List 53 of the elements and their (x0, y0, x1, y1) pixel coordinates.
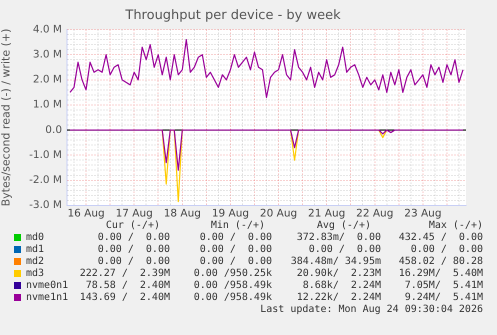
text: 0.00 / 0.00 (308, 244, 381, 255)
text: Last update: Mon Aug 24 09:30:04 2026 (260, 304, 483, 315)
legend-label: nvme1n1 (26, 292, 68, 303)
y-tick-label: -2.0 M (29, 174, 62, 186)
text: 9.24M/ 5.41M (404, 292, 483, 303)
text: Max (-/+) (428, 220, 483, 231)
text: Min (-/+) (210, 220, 265, 231)
y-axis-title: Bytes/second read (-) / write (+) (0, 28, 12, 206)
x-tick-label: 16 Aug (67, 207, 105, 220)
y-tick-label: 2.0 M (32, 74, 62, 86)
text: 0.00 / 0.00 (200, 232, 272, 243)
y-tick-label: -1.0 M (29, 148, 62, 161)
chart-title: Throughput per device - by week (124, 8, 342, 24)
text: 8.68k/ 2.24M (302, 280, 381, 291)
text: 372.83m/ 0.00 (296, 232, 381, 243)
legend-label: md1 (26, 244, 44, 255)
y-tick-label: 3.0 M (32, 48, 62, 60)
x-tick-label: 18 Aug (164, 207, 201, 220)
text: 16.29M/ 5.40M (398, 268, 483, 279)
text: 222.27 / 2.39M (80, 268, 170, 279)
text: 0.00 / 0.00 (200, 244, 272, 255)
y-tick-label: 1.0 M (32, 98, 62, 111)
text: Avg (-/+) (316, 220, 371, 231)
legend-label: md3 (26, 268, 44, 279)
text: 432.45 / 0.00 (398, 232, 483, 243)
text: 0.00 /958.49k (194, 292, 272, 303)
text: 0.00 /958.49k (194, 280, 272, 291)
text: 78.58 / 2.40M (86, 280, 170, 291)
legend-label: md2 (26, 256, 44, 267)
x-tick-label: 21 Aug (308, 207, 346, 220)
text: Cur (-/+) (106, 220, 160, 231)
text: 12.22k/ 2.24M (296, 292, 381, 303)
text: 143.69 / 2.40M (80, 292, 170, 303)
text: 20.90k/ 2.23M (296, 268, 381, 279)
y-tick-label: -3.0 M (29, 199, 62, 212)
text: 0.00 / 0.00 (200, 256, 272, 267)
x-tick-label: 19 Aug (212, 207, 250, 220)
text: 0.00 / 0.00 (410, 244, 483, 255)
x-tick-label: 22 Aug (356, 207, 394, 220)
text: 7.05M/ 5.41M (404, 280, 483, 291)
text: 0.00 / 0.00 (98, 244, 170, 255)
y-tick-label: 4.0 M (32, 23, 62, 36)
x-tick-label: 23 Aug (404, 207, 442, 220)
x-tick-label: 17 Aug (116, 207, 153, 220)
text: 384.48m/ 34.95m (290, 256, 381, 267)
legend-label: md0 (26, 232, 44, 243)
text: 458.02 / 80.28 (398, 256, 483, 267)
text: 0.00 /950.25k (194, 268, 272, 279)
y-tick-label: 0.0 (45, 124, 62, 136)
x-tick-label: 20 Aug (260, 207, 298, 220)
text: 0.00 / 0.00 (98, 256, 170, 267)
legend-label: nvme0n1 (26, 280, 68, 291)
text: 0.00 / 0.00 (98, 232, 170, 243)
